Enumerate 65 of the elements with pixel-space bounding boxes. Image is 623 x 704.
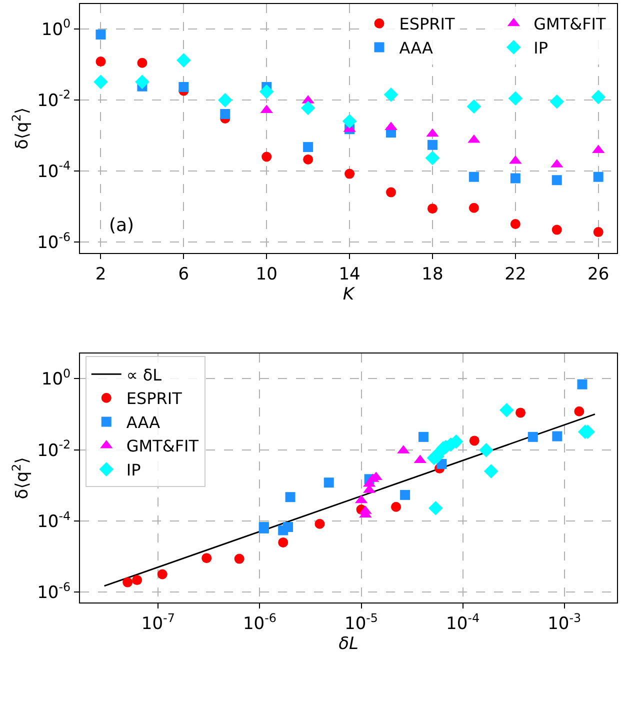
point xyxy=(303,142,314,152)
point xyxy=(137,58,148,68)
point xyxy=(303,154,314,164)
x-tick-label: 26 xyxy=(588,264,610,284)
point xyxy=(552,224,562,235)
point xyxy=(425,150,440,166)
x-axis-title: K xyxy=(342,284,356,304)
y-tick-label: 10$^{0}$ xyxy=(41,366,71,390)
point xyxy=(178,82,189,92)
x-axis-title: δL xyxy=(338,634,358,654)
x-tick-label: 14 xyxy=(338,264,360,284)
point xyxy=(94,74,108,90)
point xyxy=(468,172,479,182)
point xyxy=(593,227,604,238)
legend-label: IP xyxy=(126,460,142,480)
point xyxy=(220,109,230,119)
point xyxy=(96,56,106,67)
legend-label: AAA xyxy=(126,412,160,432)
legend-label: AAA xyxy=(399,38,434,58)
point xyxy=(176,53,191,68)
point xyxy=(552,175,562,186)
x-tick-label: 10 xyxy=(256,264,278,284)
legend-label: GMT&FIT xyxy=(126,436,199,456)
legend-label: ESPRIT xyxy=(126,389,182,408)
point xyxy=(384,88,398,102)
point xyxy=(427,204,438,214)
point xyxy=(259,84,274,99)
point xyxy=(262,152,272,162)
point xyxy=(96,30,106,40)
point xyxy=(218,93,232,108)
x-tick-label: 10$^{-4}$ xyxy=(446,610,480,634)
point xyxy=(300,100,316,116)
x-tick-label: 10$^{-5}$ xyxy=(344,610,378,634)
x-tick-label: 22 xyxy=(504,264,526,284)
point xyxy=(593,172,604,182)
y-tick-label: 10$^{-2}$ xyxy=(37,438,71,461)
point xyxy=(135,74,150,90)
legend-label: GMT&FIT xyxy=(534,14,606,34)
legend-label: ∝ δL xyxy=(126,365,162,384)
x-tick-label: 18 xyxy=(422,264,444,284)
y-tick-label: 10$^{-2}$ xyxy=(37,88,71,111)
legend-label: IP xyxy=(534,38,548,58)
x-tick-label: 2 xyxy=(95,264,106,284)
point xyxy=(591,90,606,104)
y-tick-label: 10$^{-4}$ xyxy=(37,158,71,182)
x-tick-label: 10$^{-6}$ xyxy=(242,610,276,634)
point xyxy=(508,91,523,106)
point xyxy=(510,173,520,184)
y-tick-label: 10$^{-6}$ xyxy=(37,230,71,253)
point xyxy=(427,140,438,150)
point xyxy=(466,99,482,114)
annotation: (a) xyxy=(109,215,134,236)
point xyxy=(344,168,355,179)
point xyxy=(550,94,564,109)
x-tick-label: 10$^{-3}$ xyxy=(548,610,582,634)
y-tick-label: 10$^{0}$ xyxy=(41,16,71,40)
point xyxy=(342,114,357,128)
point xyxy=(510,219,520,229)
legend-label: ESPRIT xyxy=(399,14,455,34)
point xyxy=(468,202,479,213)
x-tick-label: 10$^{-7}$ xyxy=(141,610,175,634)
y-tick-label: 10$^{-4}$ xyxy=(37,508,71,532)
y-tick-label: 10$^{-6}$ xyxy=(37,580,71,604)
x-tick-label: 6 xyxy=(178,264,190,284)
point xyxy=(386,187,396,198)
